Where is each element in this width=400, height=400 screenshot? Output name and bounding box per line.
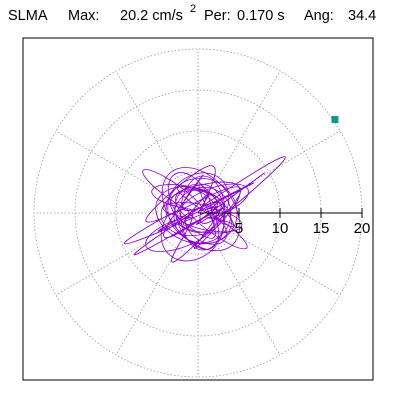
grid-spoke-120 (115, 70, 178, 178)
radial-tick-label-20: 20 (354, 220, 371, 237)
max-unit-exponent: 2 (190, 3, 197, 15)
max-point-marker (331, 116, 339, 124)
radial-axis: 5 10 15 20 (198, 208, 370, 237)
grid-spoke-210 (55, 233, 163, 296)
max-value: 20.2 cm/s (120, 8, 183, 24)
period-value: 0.170 s (237, 8, 285, 24)
period-label: Per: (204, 8, 231, 24)
grid-spoke-330 (233, 233, 341, 296)
radial-tick-label-5: 5 (235, 220, 243, 237)
chart-header: SLMA Max: 20.2 cm/s 2 Per: 0.170 s Ang: … (0, 3, 400, 30)
grid-spoke-30 (233, 130, 341, 193)
grid-spoke-60 (218, 70, 281, 178)
grid-spoke-150 (55, 130, 163, 193)
angle-label: Ang: (304, 8, 334, 24)
plot-frame (22, 37, 374, 381)
radial-tick-label-10: 10 (272, 220, 289, 237)
radial-tick-label-15: 15 (313, 220, 330, 237)
grid-spoke-240 (115, 248, 178, 356)
grid-spoke-300 (218, 248, 281, 356)
max-label: Max: (68, 8, 100, 24)
station-code: SLMA (8, 8, 48, 24)
angle-value: 34.4 (348, 8, 377, 24)
trace-path (123, 156, 286, 263)
